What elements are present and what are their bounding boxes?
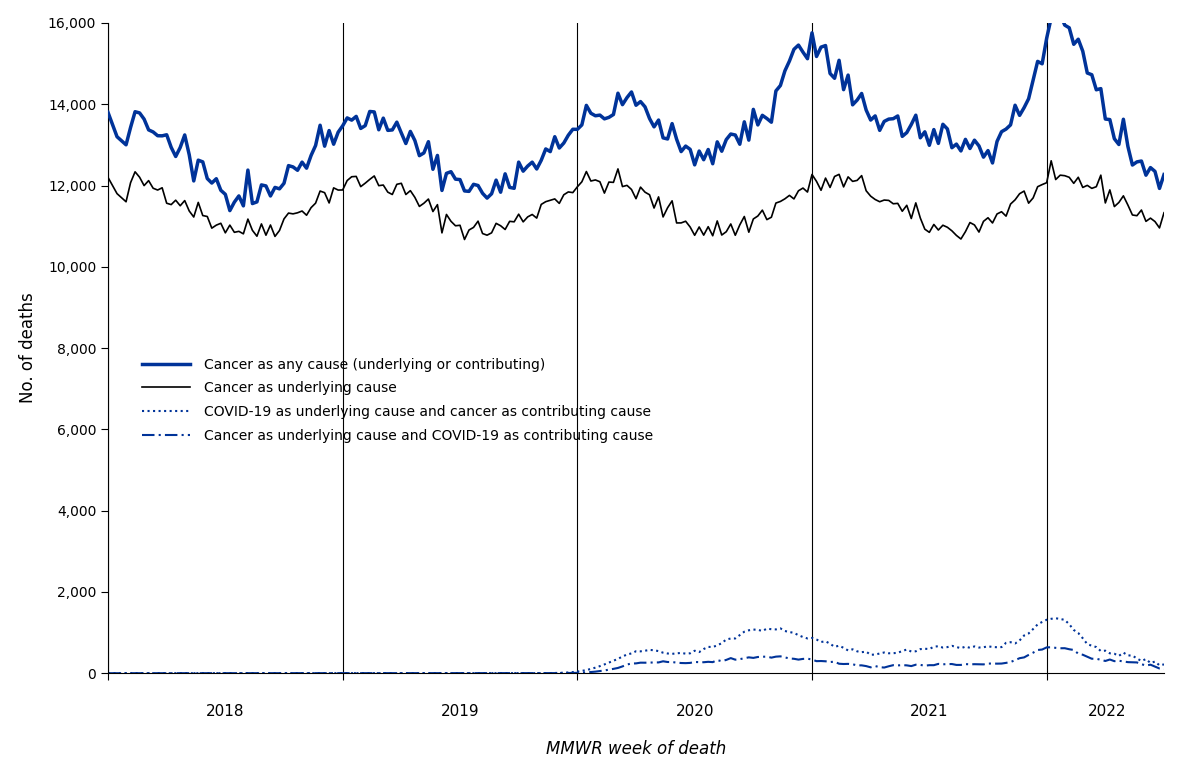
Text: MMWR week of death: MMWR week of death	[546, 740, 726, 758]
Y-axis label: No. of deaths: No. of deaths	[19, 293, 37, 403]
Text: 2021: 2021	[910, 704, 948, 719]
Text: 2020: 2020	[676, 704, 714, 719]
Legend: Cancer as any cause (underlying or contributing), Cancer as underlying cause, CO: Cancer as any cause (underlying or contr…	[136, 352, 659, 448]
Text: 2019: 2019	[440, 704, 479, 719]
Text: 2022: 2022	[1088, 704, 1127, 719]
Text: 2018: 2018	[206, 704, 245, 719]
